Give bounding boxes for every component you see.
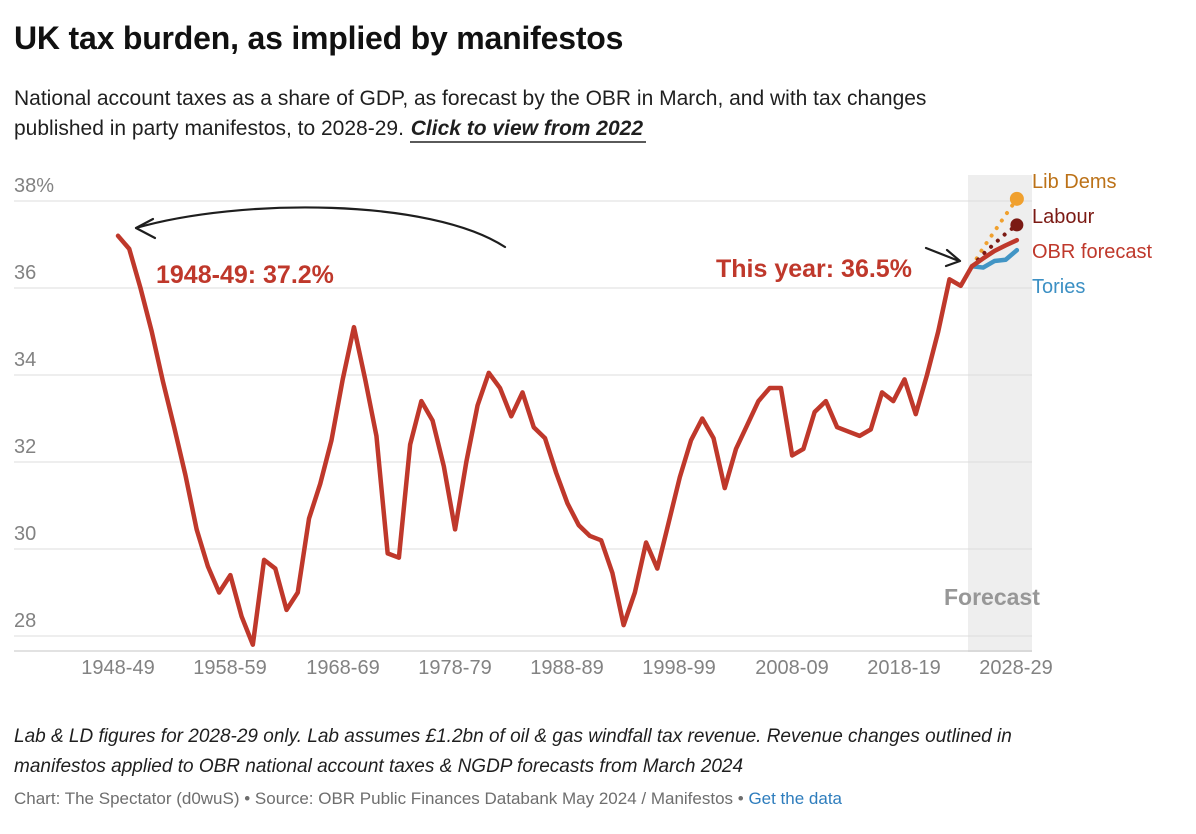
this-year-arrow-head — [944, 248, 962, 268]
x-tick-1958-59: 1958-59 — [193, 657, 267, 679]
endpoint-dot-lib-dems — [1009, 191, 1024, 206]
legend-tories: Tories — [1032, 276, 1086, 298]
credit-text: Chart: The Spectator (d0wuS) • Source: O… — [14, 789, 749, 808]
legend-labour: Labour — [1032, 206, 1095, 228]
legend-lib-dems: Lib Dems — [1032, 171, 1117, 193]
footnote-line-1: Lab & LD figures for 2028-29 only. Lab a… — [14, 726, 1012, 747]
endpoint-dot-labour — [1010, 218, 1024, 232]
subtitle-line-2: published in party manifestos, to 2028-2… — [14, 117, 404, 140]
x-tick-1988-89: 1988-89 — [530, 657, 604, 679]
x-tick-1998-99: 1998-99 — [642, 657, 716, 679]
chart-subtitle: National account taxes as a share of GDP… — [14, 84, 1184, 144]
y-tick-32: 32 — [14, 436, 37, 458]
x-tick-1978-79: 1978-79 — [418, 657, 492, 679]
y-tick-30: 30 — [14, 523, 37, 545]
annotation-1948-peak: 1948-49: 37.2% — [156, 261, 334, 289]
get-the-data-link[interactable]: Get the data — [748, 789, 843, 808]
series-tories — [969, 247, 1020, 270]
y-tick-36: 36 — [14, 262, 37, 284]
this-year-arrow — [924, 246, 961, 263]
forecast-band — [968, 175, 1032, 652]
credit-line: Chart: The Spectator (d0wuS) • Source: O… — [14, 789, 1184, 809]
x-tick-1948-49: 1948-49 — [81, 657, 155, 679]
x-tick-1968-69: 1968-69 — [306, 657, 380, 679]
y-tick-38: 38% — [14, 175, 55, 197]
x-tick-2018-19: 2018-19 — [867, 657, 941, 679]
forecast-region-label: Forecast — [944, 584, 1040, 610]
x-tick-2008-09: 2008-09 — [755, 657, 829, 679]
footnote-line-2: manifestos applied to OBR national accou… — [14, 756, 744, 777]
series-labour — [969, 222, 1019, 269]
curved-arrow-head — [134, 217, 157, 240]
x-tick-2028-29: 2028-29 — [979, 657, 1053, 679]
legend-obr-forecast: OBR forecast — [1032, 241, 1153, 263]
page-title: UK tax burden, as implied by manifestos — [14, 20, 624, 56]
subtitle-line-1: National account taxes as a share of GDP… — [14, 87, 927, 110]
series-lib-dems — [969, 196, 1019, 269]
annotation-this-year: This year: 36.5% — [716, 255, 912, 283]
series-tax-burden — [115, 233, 1020, 647]
y-tick-28: 28 — [14, 610, 37, 632]
curved-arrow-1948-peak — [134, 206, 507, 249]
view-from-2022-link[interactable]: Click to view from 2022 — [409, 117, 647, 143]
y-tick-34: 34 — [14, 349, 37, 371]
